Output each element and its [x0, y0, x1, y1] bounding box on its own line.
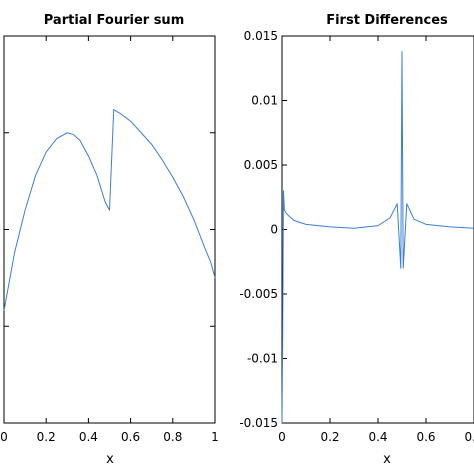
x-tick-label: 1: [211, 430, 219, 444]
y-tick-labels-right: -0.015 -0.01 -0.005 0 0.005 0.01 0.015: [239, 29, 278, 430]
plot-frame-right: [281, 35, 474, 424]
x-tick-label: 0.8: [163, 430, 182, 444]
x-tick-label: 0.6: [121, 430, 140, 444]
plot-frame-left: [3, 35, 216, 424]
tick-marks-left: [3, 35, 216, 424]
x-tick-label: 0.6: [416, 430, 435, 444]
y-tick-label: 0: [270, 223, 278, 237]
chart-partial-fourier-sum: Partial Fourier sum 0 0.2 0.4 0.6 0.8 1 x: [0, 13, 219, 467]
x-tick-label: 0.4: [79, 430, 98, 444]
x-tick-label: 0.4: [368, 430, 387, 444]
chart-title-right: First Differences: [326, 13, 448, 28]
x-tick-label: 0: [278, 430, 286, 444]
x-axis-label-right: x: [383, 452, 391, 467]
x-tick-labels-right: 0 0.2 0.4 0.6 0.8: [278, 430, 474, 444]
series-line-right: [281, 50, 474, 424]
x-tick-label: 0.2: [320, 430, 339, 444]
x-tick-label: 0.8: [464, 430, 474, 444]
y-tick-label: -0.01: [247, 352, 278, 366]
x-tick-label: 0.2: [37, 430, 56, 444]
y-tick-label: 0.005: [244, 158, 278, 172]
y-tick-label: 0.015: [244, 29, 278, 43]
x-tick-labels-left: 0 0.2 0.4 0.6 0.8 1: [0, 430, 219, 444]
y-tick-label: -0.015: [239, 416, 278, 430]
tick-marks-right: [281, 35, 474, 424]
chart-title-left: Partial Fourier sum: [44, 13, 185, 28]
x-axis-label-left: x: [106, 452, 114, 467]
y-tick-label: -0.005: [239, 287, 278, 301]
series-line-left: [3, 109, 216, 311]
x-tick-label: 0: [0, 430, 8, 444]
chart-first-differences: First Differences -0.015 -0.01 -0.005 0 0.00…: [239, 13, 474, 467]
y-tick-label: 0.01: [251, 94, 278, 108]
